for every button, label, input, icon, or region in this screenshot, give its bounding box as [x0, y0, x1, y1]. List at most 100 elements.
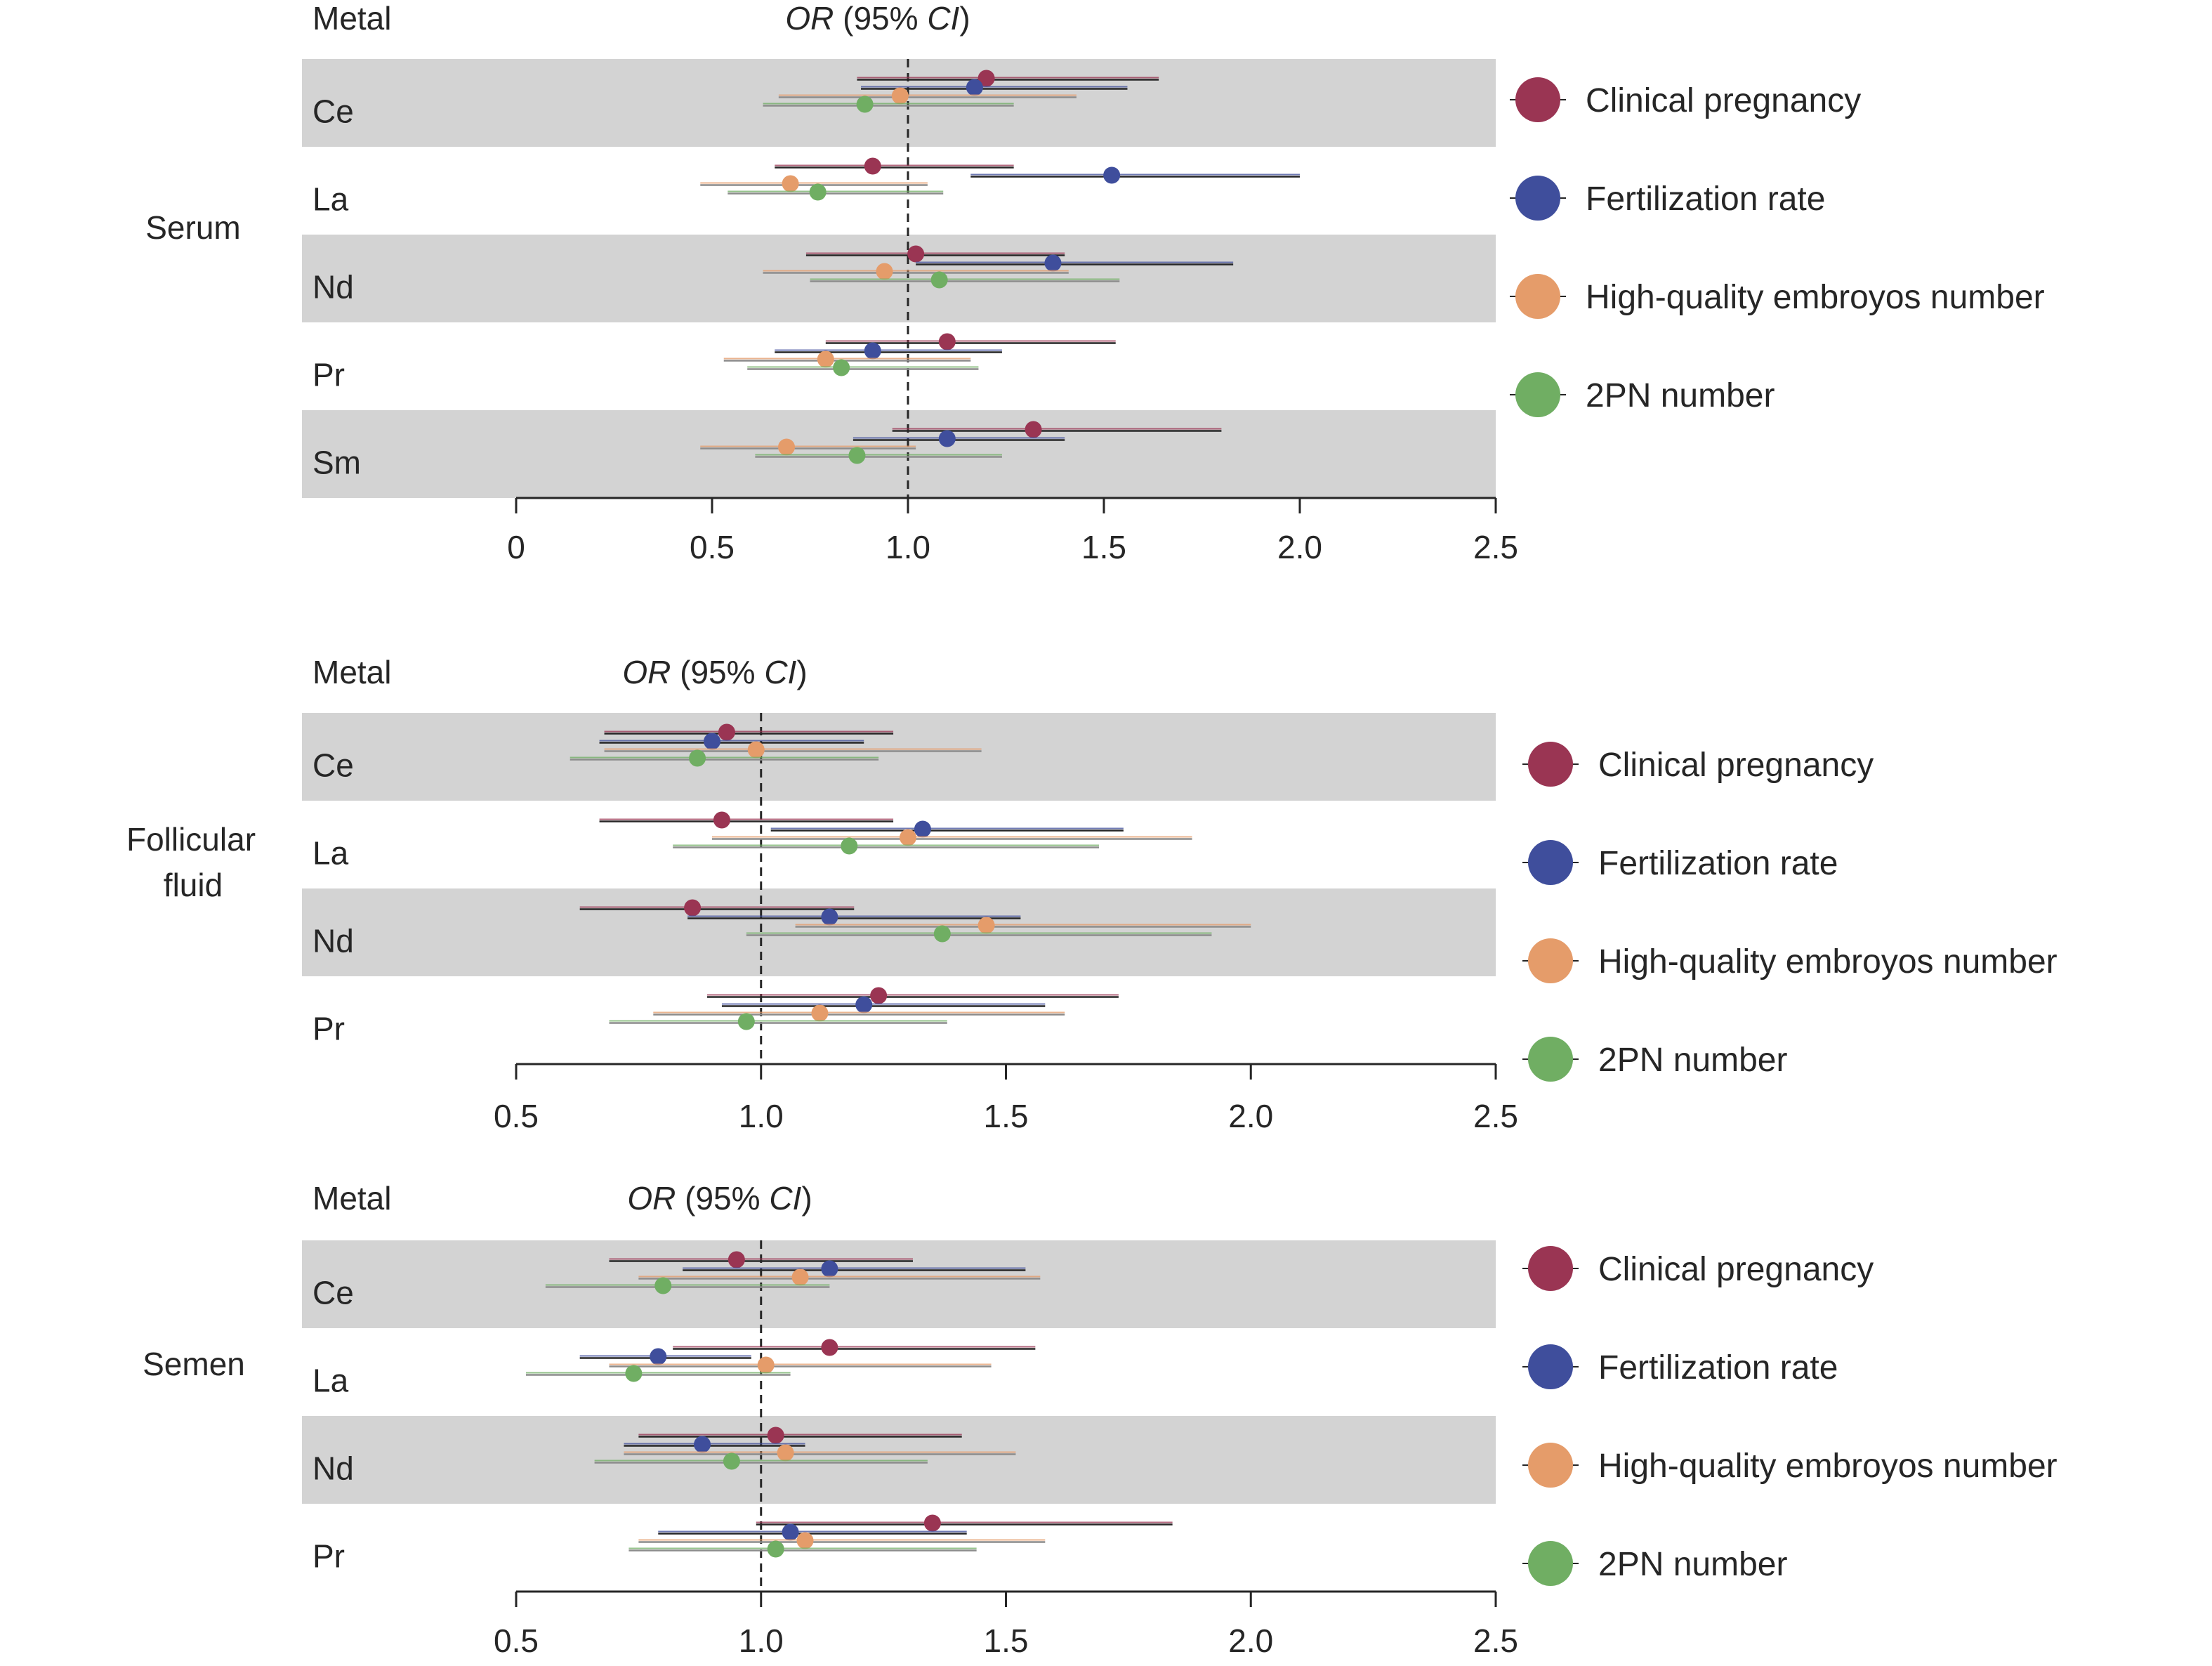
panel-semen: Metal OR (95% CI) Semen Ce La Nd Pr 0.5 1.0 1.…	[143, 1180, 2058, 1659]
point-fertilization-rate	[855, 996, 873, 1014]
point-high-quality-embroyos-number	[977, 917, 995, 934]
legend-item-high-quality-embryos: High-quality embroyos number	[1522, 1443, 2058, 1488]
point-clinical-pregnancy	[718, 723, 735, 741]
row-sm: Sm	[312, 421, 1222, 481]
x-tick-label: 2.5	[1473, 529, 1518, 565]
row-nd: Nd	[312, 899, 1251, 959]
metal-header: Metal	[312, 1180, 391, 1216]
legend-label: Clinical pregnancy	[1586, 82, 1861, 119]
legend-label: High-quality embroyos number	[1586, 279, 2045, 316]
point-clinical-pregnancy	[923, 1514, 941, 1532]
legend-marker	[1528, 840, 1573, 885]
legend-label: High-quality embroyos number	[1598, 1448, 2058, 1485]
row-label-ce: Ce	[312, 1275, 354, 1311]
row-band-ce	[302, 1240, 1496, 1328]
row-label-pr: Pr	[312, 1538, 345, 1575]
point-2pn-number	[737, 1013, 755, 1030]
x-tick-label: 0.5	[690, 529, 735, 565]
x-tick-label: 1.0	[739, 1098, 784, 1134]
x-tick-label: 2.5	[1473, 1098, 1518, 1134]
point-fertilization-rate	[1103, 166, 1121, 184]
row-label-nd: Nd	[312, 1450, 354, 1487]
point-2pn-number	[848, 447, 866, 464]
point-fertilization-rate	[821, 1260, 838, 1278]
legend-marker	[1528, 1246, 1573, 1291]
metal-header: Metal	[312, 0, 391, 37]
legend-item-high-quality-embryos: High-quality embroyos number	[1522, 938, 2058, 983]
legend-label: 2PN number	[1598, 1042, 1787, 1079]
x-tick-label: 1.0	[886, 529, 930, 565]
legend-item-high-quality-embryos: High-quality embroyos number	[1510, 274, 2045, 319]
legend-marker	[1528, 938, 1573, 983]
point-fertilization-rate	[864, 342, 881, 360]
legend-semen: Clinical pregnancy Fertilization rate Hi…	[1522, 1246, 2058, 1586]
legend-marker	[1528, 1037, 1573, 1082]
point-high-quality-embroyos-number	[782, 175, 799, 192]
point-2pn-number	[930, 271, 948, 289]
point-high-quality-embroyos-number	[891, 87, 909, 105]
group-label-serum: Serum	[145, 209, 240, 246]
row-label-pr: Pr	[312, 1011, 345, 1047]
legend-serum: Clinical pregnancy Fertilization rate Hi…	[1510, 77, 2045, 417]
row-label-la: La	[312, 835, 349, 872]
ci-header: OR (95% CI)	[785, 0, 970, 37]
point-high-quality-embroyos-number	[817, 350, 834, 368]
row-label-ce: Ce	[312, 93, 354, 130]
point-2pn-number	[833, 359, 850, 376]
legend-label: High-quality embroyos number	[1598, 943, 2058, 980]
row-label-ce: Ce	[312, 747, 354, 784]
point-clinical-pregnancy	[977, 70, 995, 87]
x-tick-label: 0	[507, 529, 525, 565]
row-pr: Pr	[312, 333, 1116, 393]
plot-area-follicular-fluid: Ce La Nd Pr 0.5 1.0 1.5 2.0 2.5	[302, 713, 1518, 1134]
legend-item-clinical-pregnancy: Clinical pregnancy	[1522, 1246, 1874, 1291]
point-high-quality-embroyos-number	[900, 829, 916, 846]
row-la: La	[312, 1339, 1036, 1399]
x-tick-label: 0.5	[494, 1098, 539, 1134]
legend-marker	[1528, 1344, 1573, 1389]
x-tick-label: 1.5	[984, 1622, 1029, 1659]
row-pr: Pr	[312, 987, 1119, 1047]
point-2pn-number	[625, 1365, 643, 1382]
legend-label: 2PN number	[1586, 377, 1775, 414]
row-label-pr: Pr	[312, 357, 345, 393]
point-fertilization-rate	[914, 820, 931, 838]
point-clinical-pregnancy	[938, 333, 956, 350]
point-clinical-pregnancy	[870, 987, 888, 1004]
point-2pn-number	[856, 96, 874, 113]
row-nd: Nd	[312, 245, 1234, 306]
point-fertilization-rate	[694, 1436, 711, 1453]
legend-marker	[1528, 742, 1573, 787]
group-label-follicular-line-2: fluid	[164, 867, 223, 903]
panel-serum: Metal OR (95% CI) Serum Ce La Nd Pr Sm 0 0.5 1.…	[145, 0, 2044, 565]
group-label-follicular-line-1: Follicular	[126, 821, 256, 858]
point-clinical-pregnancy	[713, 811, 730, 829]
row-ce: Ce	[312, 723, 982, 784]
point-clinical-pregnancy	[907, 245, 925, 263]
point-high-quality-embroyos-number	[791, 1268, 809, 1286]
legend-label: 2PN number	[1598, 1546, 1787, 1583]
row-label-la: La	[312, 1363, 349, 1399]
point-fertilization-rate	[1044, 254, 1062, 272]
point-high-quality-embroyos-number	[811, 1004, 829, 1022]
legend-item-fertilization-rate: Fertilization rate	[1522, 1344, 1838, 1389]
legend-marker	[1515, 176, 1560, 221]
point-clinical-pregnancy	[684, 899, 702, 917]
row-la: La	[312, 157, 1300, 218]
legend-item-clinical-pregnancy: Clinical pregnancy	[1510, 77, 1861, 122]
point-2pn-number	[933, 925, 951, 943]
row-la: La	[312, 811, 1192, 872]
point-fertilization-rate	[704, 733, 720, 750]
row-ce: Ce	[312, 1251, 1041, 1311]
row-pr: Pr	[312, 1514, 1173, 1575]
point-2pn-number	[654, 1277, 672, 1294]
point-fertilization-rate	[966, 79, 983, 96]
legend-item-2pn-number: 2PN number	[1522, 1037, 1787, 1082]
x-tick-label: 0.5	[494, 1622, 539, 1659]
point-clinical-pregnancy	[728, 1251, 745, 1268]
legend-label: Clinical pregnancy	[1598, 747, 1874, 784]
point-high-quality-embroyos-number	[796, 1532, 814, 1549]
legend-item-fertilization-rate: Fertilization rate	[1510, 176, 1825, 221]
metal-header: Metal	[312, 654, 391, 690]
